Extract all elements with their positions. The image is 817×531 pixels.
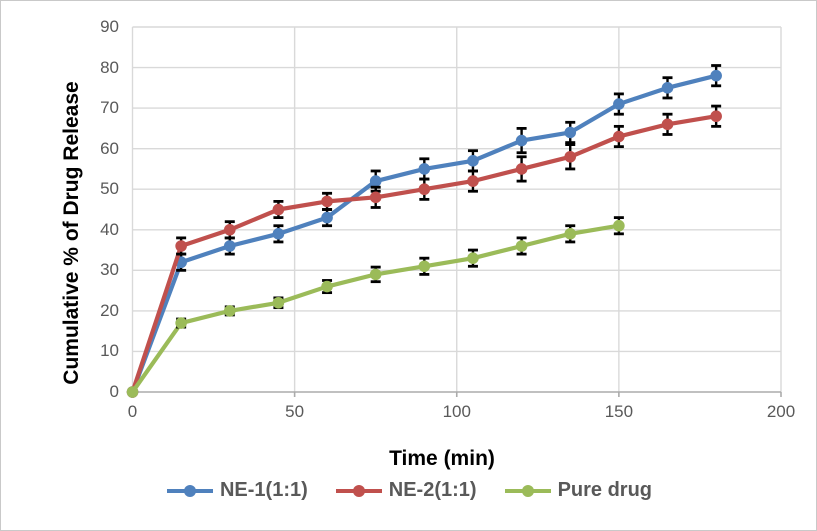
data-point-marker — [223, 240, 236, 252]
y-tick-label: 10 — [100, 341, 119, 361]
data-point-marker — [369, 268, 382, 281]
data-point-marker — [272, 228, 285, 240]
data-point-marker — [564, 228, 577, 240]
legend-marker — [183, 484, 196, 497]
x-tick-label: 150 — [604, 402, 634, 421]
y-tick-label: 80 — [100, 57, 119, 77]
x-axis-title: Time (min) — [389, 447, 495, 470]
x-tick-label: 50 — [285, 402, 305, 421]
data-point-marker — [710, 110, 722, 123]
data-point-marker — [613, 98, 625, 110]
chart-legend: NE-1(1:1) NE-2(1:1) Pure drug — [1, 479, 816, 502]
x-tick-label: 100 — [442, 402, 471, 421]
data-point-marker — [272, 203, 285, 216]
y-tick-label: 70 — [100, 98, 119, 118]
legend-marker — [352, 484, 365, 497]
data-point-marker — [661, 82, 674, 94]
y-tick-label: 90 — [100, 17, 119, 36]
data-point-marker — [467, 175, 479, 187]
data-point-marker — [564, 126, 577, 139]
legend-line-marker-icon — [166, 484, 213, 497]
data-point-marker — [418, 260, 431, 273]
data-point-marker — [369, 191, 382, 204]
data-point-marker — [661, 118, 674, 131]
data-point-marker — [418, 163, 431, 175]
data-point-marker — [369, 175, 382, 187]
y-tick-label: 60 — [100, 138, 119, 158]
data-point-marker — [321, 280, 333, 293]
data-point-marker — [272, 296, 285, 309]
data-point-marker — [710, 69, 722, 82]
x-tick-label: 200 — [766, 402, 796, 421]
legend-marker — [521, 484, 534, 497]
data-point-marker — [564, 150, 577, 163]
data-point-marker — [321, 211, 333, 224]
legend-label: NE-2(1:1) — [388, 479, 477, 501]
data-point-marker — [321, 195, 333, 208]
y-tick-label: 30 — [100, 260, 119, 280]
y-tick-label: 50 — [100, 179, 119, 199]
data-point-marker — [223, 305, 236, 317]
legend-line-marker-icon — [504, 484, 551, 497]
legend-line-marker-icon — [335, 484, 382, 497]
y-tick-label: 20 — [100, 300, 119, 320]
legend-item-ne1: NE-1(1:1) — [165, 479, 308, 502]
x-tick-label: 0 — [127, 402, 138, 421]
data-point-marker — [515, 134, 528, 147]
legend-item-ne2: NE-2(1:1) — [334, 479, 477, 502]
data-point-marker — [515, 163, 528, 175]
data-point-marker — [175, 317, 187, 329]
y-tick-label: 0 — [109, 382, 119, 401]
data-point-marker — [467, 155, 479, 167]
data-point-marker — [515, 240, 528, 252]
legend-item-pure-drug: Pure drug — [503, 479, 652, 502]
data-point-marker — [175, 240, 187, 252]
data-point-marker — [223, 223, 236, 236]
legend-label: Pure drug — [557, 479, 653, 501]
data-point-marker — [126, 386, 139, 398]
y-tick-label: 40 — [100, 219, 119, 239]
series-line-Pure drug — [130, 223, 621, 395]
data-point-marker — [418, 183, 431, 196]
data-point-marker — [467, 252, 479, 264]
legend-label: NE-1(1:1) — [219, 479, 308, 501]
data-point-marker — [613, 219, 625, 232]
data-point-marker — [613, 130, 625, 143]
